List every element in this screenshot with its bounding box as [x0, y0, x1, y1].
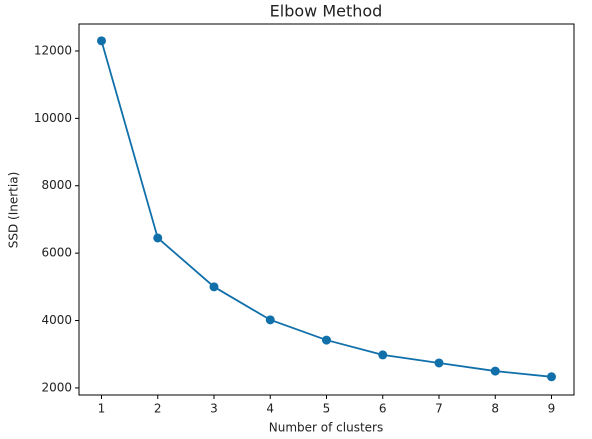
x-axis-label: Number of clusters [269, 421, 383, 435]
x-tick-label: 4 [266, 402, 274, 416]
y-tick-label: 2000 [41, 380, 72, 394]
x-tick-label: 6 [379, 402, 387, 416]
y-tick-label: 6000 [41, 246, 72, 260]
point [209, 282, 219, 292]
point [153, 233, 163, 243]
point [547, 372, 556, 382]
x-tick-label: 7 [435, 402, 443, 416]
x-tick-label: 2 [154, 402, 162, 416]
point [434, 358, 444, 368]
point [265, 315, 275, 325]
x-tick-label: 9 [548, 402, 556, 416]
point [97, 36, 106, 46]
y-axis-label: SSD (Inertia) [7, 172, 21, 249]
y-tick-label: 10000 [34, 111, 72, 125]
y-tick-label: 4000 [41, 313, 72, 327]
x-tick-label: 8 [491, 402, 499, 416]
point [322, 335, 331, 345]
x-tick-label: 1 [98, 402, 106, 416]
line [100, 40, 552, 378]
y-tick-label: 8000 [41, 178, 72, 192]
chart-title: Elbow Method [270, 2, 383, 21]
point [378, 350, 388, 360]
x-tick-label: 3 [210, 402, 218, 416]
x-tick-label: 5 [323, 402, 331, 416]
y-tick-label: 12000 [34, 43, 72, 57]
point [490, 366, 500, 376]
